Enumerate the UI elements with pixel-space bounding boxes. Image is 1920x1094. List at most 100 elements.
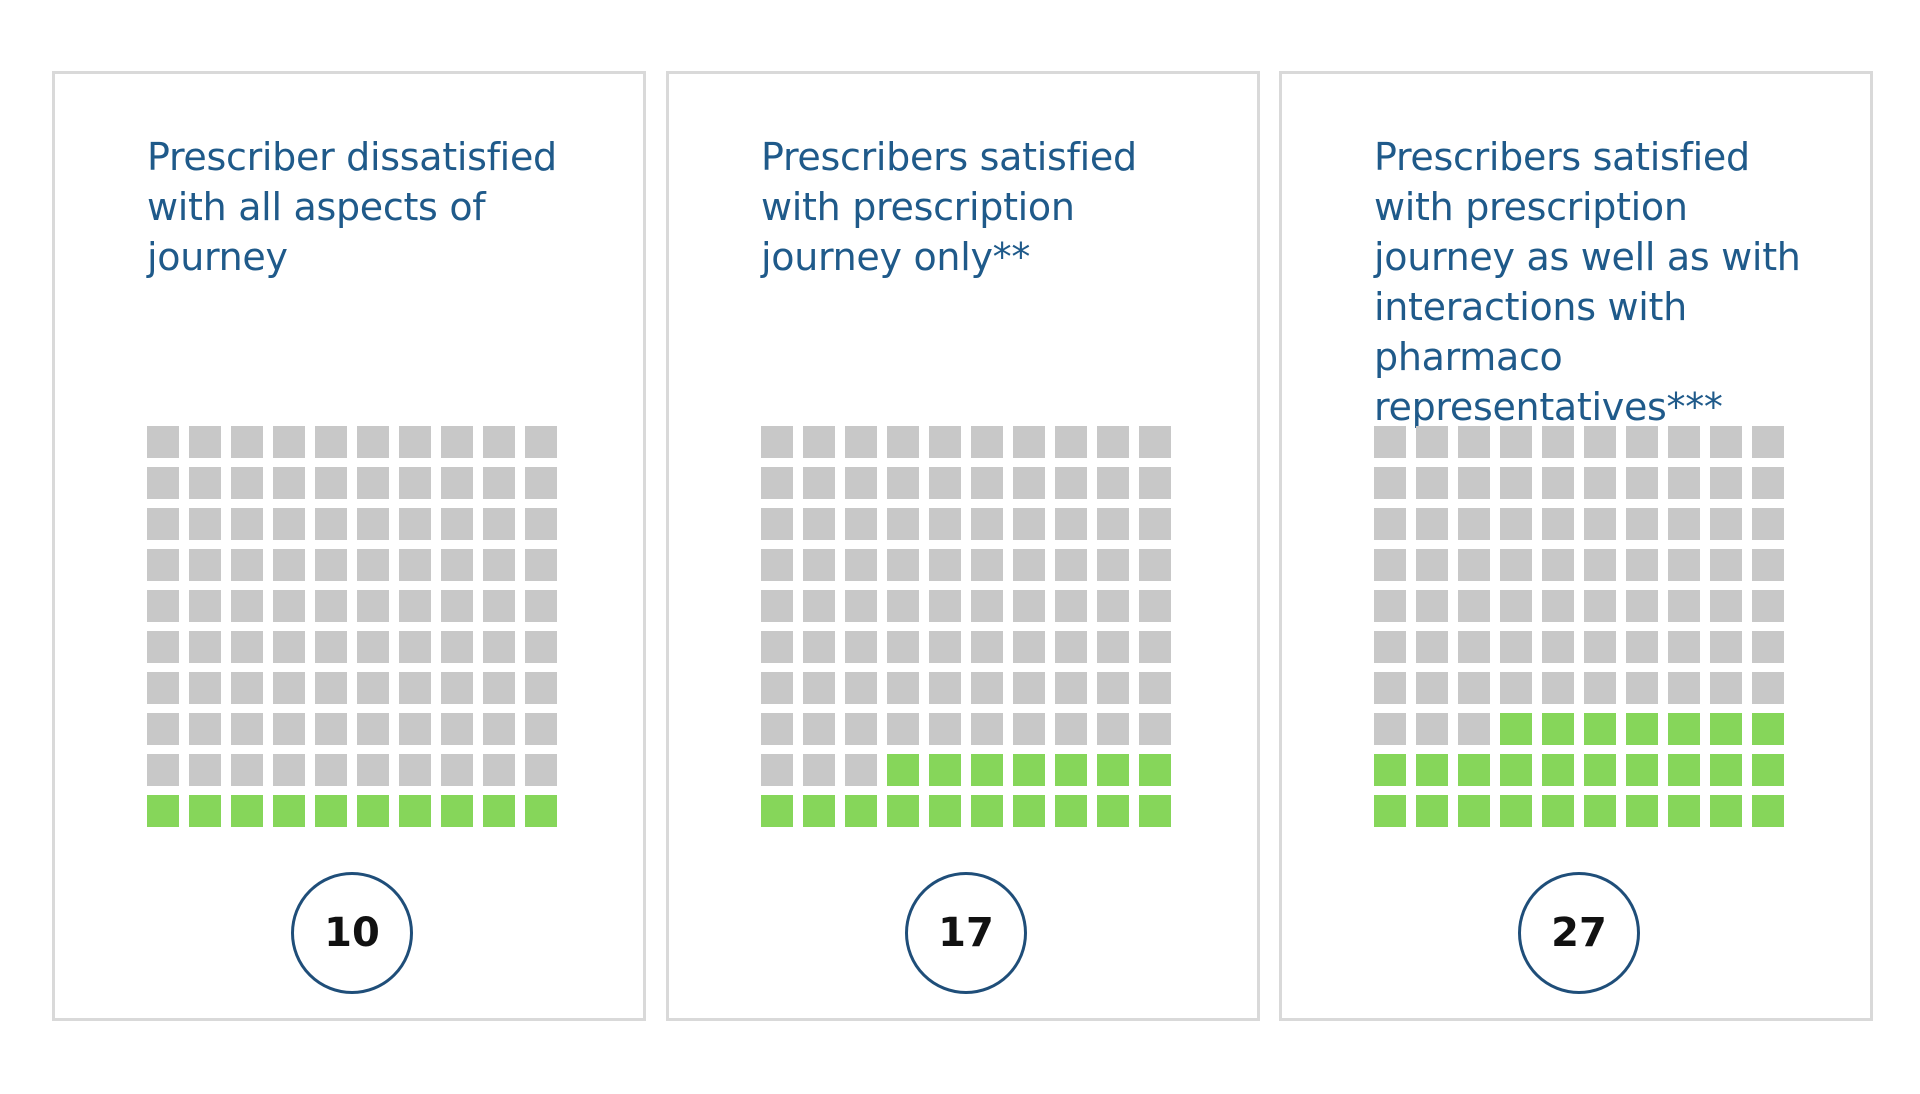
waffle-cell-empty <box>483 590 515 622</box>
waffle-cell-empty <box>1500 508 1532 540</box>
waffle-cell-empty <box>1416 713 1448 745</box>
waffle-cell-filled <box>273 795 305 827</box>
waffle-cell-empty <box>147 426 179 458</box>
waffle-cell-empty <box>887 713 919 745</box>
waffle-cell-empty <box>147 754 179 786</box>
waffle-cell-empty <box>1139 713 1171 745</box>
waffle-cell-empty <box>189 549 221 581</box>
waffle-cell-empty <box>1500 672 1532 704</box>
waffle-cell-empty <box>525 631 557 663</box>
panel-title: Prescriber dissatisfied with all aspects… <box>147 135 557 279</box>
waffle-cell-empty <box>887 467 919 499</box>
waffle-cell-filled <box>887 754 919 786</box>
waffle-cell-empty <box>1139 508 1171 540</box>
waffle-cell-empty <box>231 590 263 622</box>
waffle-cell-empty <box>1374 590 1406 622</box>
waffle-cell-empty <box>1097 631 1129 663</box>
waffle-cell-empty <box>1055 713 1087 745</box>
waffle-cell-empty <box>1416 549 1448 581</box>
waffle-cell-empty <box>1626 426 1658 458</box>
waffle-cell-filled <box>1374 754 1406 786</box>
waffle-cell-empty <box>971 426 1003 458</box>
waffle-cell-filled <box>971 795 1003 827</box>
waffle-cell-empty <box>1710 467 1742 499</box>
waffle-cell-empty <box>1752 590 1784 622</box>
waffle-cell-empty <box>1542 467 1574 499</box>
waffle-cell-empty <box>1668 672 1700 704</box>
waffle-cell-filled <box>1584 713 1616 745</box>
waffle-cell-empty <box>845 508 877 540</box>
waffle-cell-empty <box>1416 508 1448 540</box>
waffle-cell-filled <box>887 795 919 827</box>
waffle-grid <box>147 426 557 836</box>
waffle-cell-empty <box>1416 467 1448 499</box>
waffle-cell-filled <box>357 795 389 827</box>
waffle-cell-empty <box>1139 467 1171 499</box>
waffle-cell-empty <box>1752 549 1784 581</box>
waffle-cell-filled <box>1542 754 1574 786</box>
waffle-cell-empty <box>803 549 835 581</box>
waffle-cell-empty <box>399 754 431 786</box>
waffle-cell-empty <box>441 549 473 581</box>
waffle-cell-empty <box>147 631 179 663</box>
waffle-cell-filled <box>1013 795 1045 827</box>
waffle-cell-empty <box>357 426 389 458</box>
waffle-cell-empty <box>1097 426 1129 458</box>
waffle-cell-empty <box>1013 426 1045 458</box>
waffle-cell-empty <box>525 549 557 581</box>
waffle-cell-empty <box>147 467 179 499</box>
waffle-cell-empty <box>1668 590 1700 622</box>
waffle-cell-filled <box>1458 795 1490 827</box>
waffle-cell-empty <box>1626 590 1658 622</box>
waffle-cell-empty <box>803 508 835 540</box>
waffle-cell-filled <box>1500 713 1532 745</box>
waffle-cell-filled <box>1542 713 1574 745</box>
waffle-cell-empty <box>273 467 305 499</box>
waffle-cell-empty <box>1458 426 1490 458</box>
waffle-cell-empty <box>1584 590 1616 622</box>
waffle-cell-empty <box>1584 672 1616 704</box>
waffle-cell-empty <box>315 631 347 663</box>
waffle-cell-empty <box>1710 672 1742 704</box>
waffle-cell-filled <box>1374 795 1406 827</box>
waffle-cell-filled <box>399 795 431 827</box>
waffle-cell-empty <box>483 467 515 499</box>
waffle-cell-empty <box>1458 590 1490 622</box>
waffle-cell-filled <box>1710 795 1742 827</box>
waffle-cell-empty <box>1458 713 1490 745</box>
waffle-cell-empty <box>1500 549 1532 581</box>
waffle-cell-empty <box>273 754 305 786</box>
waffle-cell-empty <box>1374 713 1406 745</box>
waffle-cell-empty <box>1374 549 1406 581</box>
waffle-cell-empty <box>1584 549 1616 581</box>
waffle-grid <box>1374 426 1784 836</box>
waffle-cell-empty <box>273 713 305 745</box>
waffle-cell-empty <box>1416 631 1448 663</box>
waffle-cell-empty <box>1500 631 1532 663</box>
waffle-cell-empty <box>273 549 305 581</box>
waffle-cell-empty <box>399 426 431 458</box>
waffle-cell-empty <box>971 549 1003 581</box>
panel-dissatisfied: Prescriber dissatisfied with all aspects… <box>52 71 646 1021</box>
waffle-cell-empty <box>761 508 793 540</box>
waffle-cell-filled <box>483 795 515 827</box>
waffle-cell-empty <box>761 754 793 786</box>
waffle-cell-empty <box>399 631 431 663</box>
waffle-cell-empty <box>147 508 179 540</box>
waffle-cell-empty <box>273 672 305 704</box>
waffle-cell-empty <box>231 426 263 458</box>
waffle-cell-empty <box>1055 631 1087 663</box>
waffle-cell-empty <box>887 631 919 663</box>
waffle-cell-empty <box>1055 590 1087 622</box>
waffle-cell-empty <box>1055 549 1087 581</box>
waffle-cell-empty <box>399 713 431 745</box>
waffle-cell-empty <box>1584 426 1616 458</box>
waffle-cell-empty <box>231 754 263 786</box>
waffle-cell-empty <box>1626 467 1658 499</box>
waffle-cell-empty <box>1416 672 1448 704</box>
waffle-cell-filled <box>1542 795 1574 827</box>
waffle-cell-empty <box>525 754 557 786</box>
waffle-cell-filled <box>1668 754 1700 786</box>
waffle-cell-filled <box>1055 795 1087 827</box>
waffle-cell-empty <box>441 426 473 458</box>
